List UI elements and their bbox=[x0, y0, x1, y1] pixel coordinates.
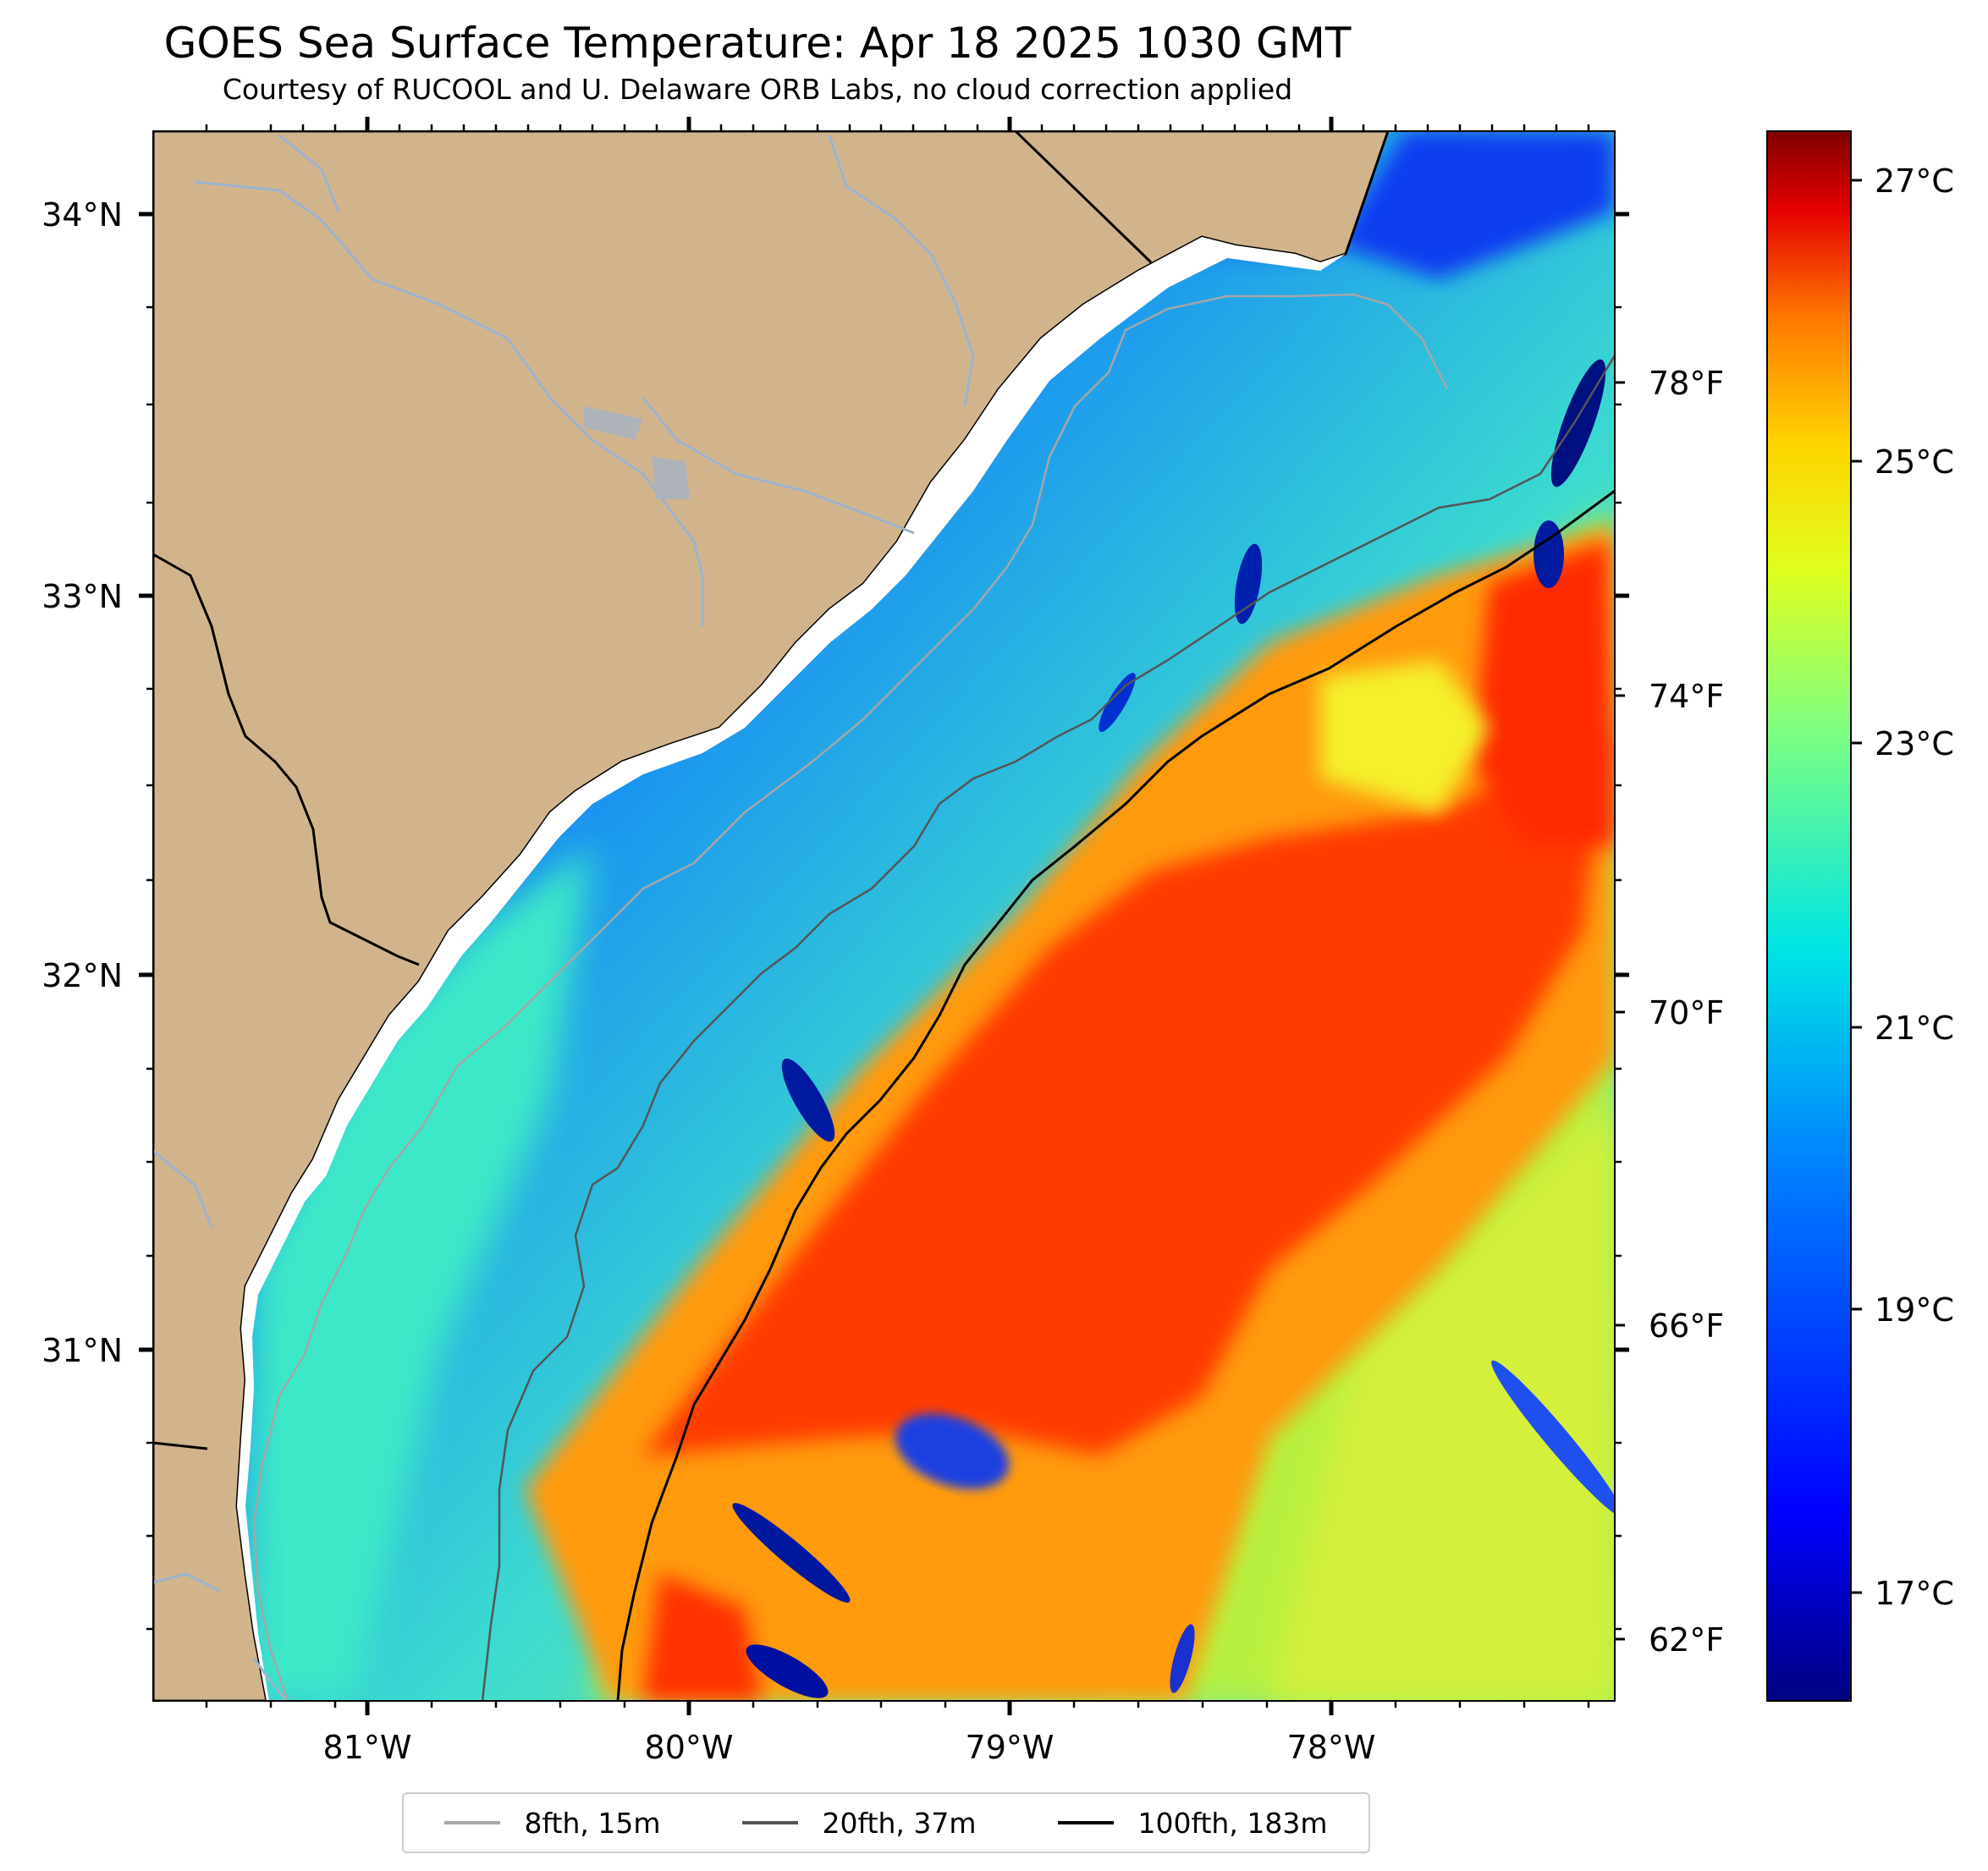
map-frame bbox=[152, 130, 1616, 1702]
colorbar-label-25c: 25°C bbox=[1875, 443, 1954, 481]
legend-line-icon bbox=[1058, 1821, 1115, 1824]
lon-label-81w: 81°W bbox=[323, 1729, 412, 1766]
lat-label-31n: 31°N bbox=[41, 1332, 123, 1369]
cold-eddy bbox=[895, 1413, 1010, 1489]
gulf-stream-core-north bbox=[1473, 542, 1615, 846]
map-plot-area bbox=[153, 131, 1615, 1701]
isobath-100fth bbox=[616, 489, 1615, 1701]
fahrenheit-label-62: 62°F bbox=[1649, 1621, 1724, 1659]
legend-label: 20fth, 37m bbox=[822, 1806, 977, 1840]
map-subtitle: Courtesy of RUCOOL and U. Delaware ORB L… bbox=[222, 73, 1293, 106]
legend-item-8fth: 8fth, 15m bbox=[444, 1806, 661, 1840]
colorbar-label-21c: 21°C bbox=[1875, 1010, 1954, 1047]
legend-line-icon bbox=[742, 1821, 799, 1824]
legend-line-icon bbox=[444, 1821, 501, 1824]
map-title: GOES Sea Surface Temperature: Apr 18 202… bbox=[163, 19, 1352, 68]
colorbar-label-19c: 19°C bbox=[1875, 1291, 1954, 1329]
colorbar bbox=[1766, 130, 1852, 1702]
lat-major-ticks bbox=[139, 212, 1629, 1352]
lon-label-80w: 80°W bbox=[645, 1729, 734, 1766]
rivers bbox=[153, 134, 975, 1701]
colorbar-label-17c: 17°C bbox=[1875, 1575, 1954, 1612]
colorbar-label-27c: 27°C bbox=[1875, 162, 1954, 200]
yellow-intrusion bbox=[1320, 660, 1490, 812]
cold-filament bbox=[1170, 1624, 1195, 1693]
gulf-stream-core bbox=[643, 728, 1608, 1456]
fahrenheit-label-78: 78°F bbox=[1649, 365, 1724, 402]
cold-filament bbox=[1550, 359, 1606, 487]
lon-label-78w: 78°W bbox=[1287, 1729, 1376, 1766]
isobath-8fth bbox=[252, 293, 1449, 1701]
state-borders bbox=[153, 131, 1153, 1450]
lon-major-ticks bbox=[365, 117, 1334, 1715]
colorbar-label-23c: 23°C bbox=[1875, 725, 1954, 762]
fahrenheit-label-70: 70°F bbox=[1649, 994, 1724, 1032]
cold-filament bbox=[1234, 543, 1263, 625]
isobath-legend: 8fth, 15m 20fth, 37m 100fth, 183m bbox=[402, 1792, 1370, 1853]
legend-item-20fth: 20fth, 37m bbox=[742, 1807, 976, 1840]
lat-label-33n: 33°N bbox=[41, 578, 123, 615]
minor-ticks bbox=[146, 124, 1622, 1708]
legend-label: 8fth, 15m bbox=[524, 1806, 661, 1840]
lake bbox=[584, 406, 643, 440]
cold-filament bbox=[746, 1644, 829, 1698]
legend-label: 100fth, 183m bbox=[1137, 1806, 1328, 1840]
offshore-yellow-water bbox=[1269, 1100, 1615, 1701]
nearshore-cyan-band bbox=[254, 846, 592, 1701]
fahrenheit-label-66: 66°F bbox=[1649, 1307, 1724, 1345]
cold-filament bbox=[732, 1503, 851, 1603]
lat-label-34n: 34°N bbox=[41, 196, 123, 234]
cold-shelf-water bbox=[1049, 131, 1615, 279]
isobath-20fth bbox=[481, 355, 1615, 1701]
lat-label-32n: 32°N bbox=[41, 957, 123, 994]
legend-item-100fth: 100fth, 183m bbox=[1058, 1807, 1327, 1840]
cold-filament bbox=[1099, 673, 1136, 732]
red-lobe-sw bbox=[643, 1574, 762, 1701]
fahrenheit-label-74: 74°F bbox=[1649, 678, 1724, 715]
colorbar-ticks bbox=[1851, 179, 1862, 1594]
cold-filament bbox=[1534, 520, 1564, 588]
cold-filament bbox=[781, 1058, 835, 1142]
lon-label-79w: 79°W bbox=[966, 1729, 1055, 1766]
lake bbox=[652, 457, 690, 499]
cold-filament bbox=[1491, 1360, 1615, 1517]
